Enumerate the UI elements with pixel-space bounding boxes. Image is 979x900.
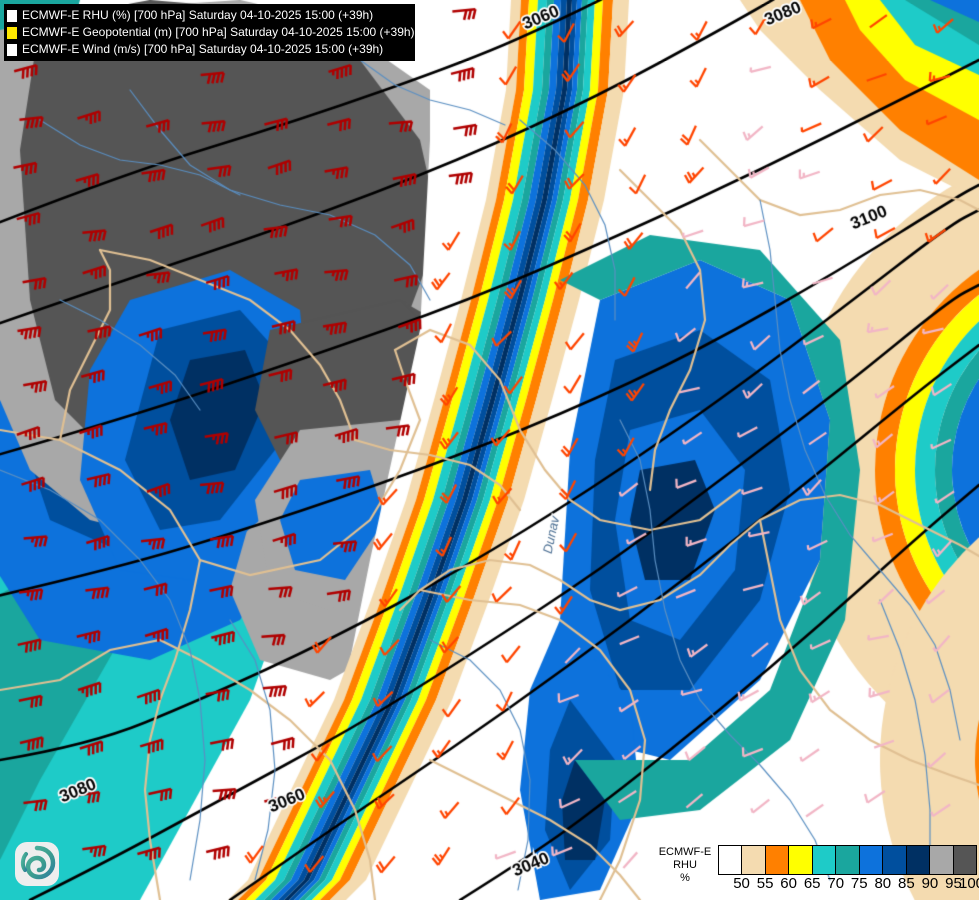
legend-swatch-95 — [930, 846, 954, 874]
legend-title-line1: ECMWF-E — [658, 846, 712, 858]
legend-tick-60: 60 — [780, 875, 797, 892]
legend-swatch-60 — [765, 846, 790, 874]
legend-bars-wrap: 50 55 60 65 70 75 80 85 90 95100 — [718, 845, 979, 895]
legend-swatch-75 — [836, 846, 860, 874]
legend-swatch-70 — [812, 846, 837, 874]
title-text-rhu: ECMWF-E RHU (%) [700 hPa] Saturday 04-10… — [22, 8, 374, 22]
legend-tick-90: 90 — [921, 875, 939, 892]
legend-tick-85: 85 — [898, 875, 915, 892]
legend-swatch-85 — [883, 846, 907, 874]
map-title-box: ECMWF-E RHU (%) [700 hPa] Saturday 04-10… — [4, 4, 415, 61]
legend-swatch-50 — [719, 846, 743, 874]
legend-swatch-100 — [953, 846, 976, 874]
colorbar-legend: ECMWF-E RHU % 50 55 60 65 70 75 80 85 90 95100 — [652, 845, 979, 898]
legend-title: ECMWF-E RHU % — [652, 845, 718, 885]
legend-tick-80: 80 — [874, 875, 892, 892]
spiral-swirl-logo-icon — [15, 842, 59, 886]
title-row-rhu: ECMWF-E RHU (%) [700 hPa] Saturday 04-10… — [5, 7, 414, 24]
legend-unit: % — [680, 872, 690, 884]
legend-swatch-55 — [742, 846, 766, 874]
title-swatch-geopotential — [7, 26, 17, 39]
legend-tick-labels: 50 55 60 65 70 75 80 85 90 95100 — [718, 875, 979, 895]
title-row-wind: ECMWF-E Wind (m/s) [700 hPa] Saturday 04… — [5, 41, 414, 58]
title-swatch-wind — [7, 43, 17, 56]
legend-tick-65: 65 — [803, 875, 821, 892]
app-logo[interactable] — [13, 840, 61, 888]
legend-tick-95: 95 — [945, 875, 962, 892]
title-text-geopotential: ECMWF-E Geopotential (m) [700 hPa] Satur… — [22, 25, 415, 39]
title-text-wind: ECMWF-E Wind (m/s) [700 hPa] Saturday 04… — [22, 42, 384, 56]
legend-tick-100: 100 — [958, 875, 979, 892]
legend-swatch-90 — [906, 846, 931, 874]
title-row-geopotential: ECMWF-E Geopotential (m) [700 hPa] Satur… — [5, 24, 415, 41]
legend-tick-50: 50 — [733, 875, 750, 892]
legend-swatch-65 — [789, 846, 813, 874]
legend-tick-55: 55 — [756, 875, 774, 892]
legend-tick-70: 70 — [827, 875, 845, 892]
legend-color-bar — [718, 845, 977, 875]
legend-swatch-80 — [859, 846, 884, 874]
title-swatch-rhu — [7, 9, 17, 22]
legend-tick-75: 75 — [850, 875, 868, 892]
legend-title-line2: RHU — [673, 859, 697, 871]
